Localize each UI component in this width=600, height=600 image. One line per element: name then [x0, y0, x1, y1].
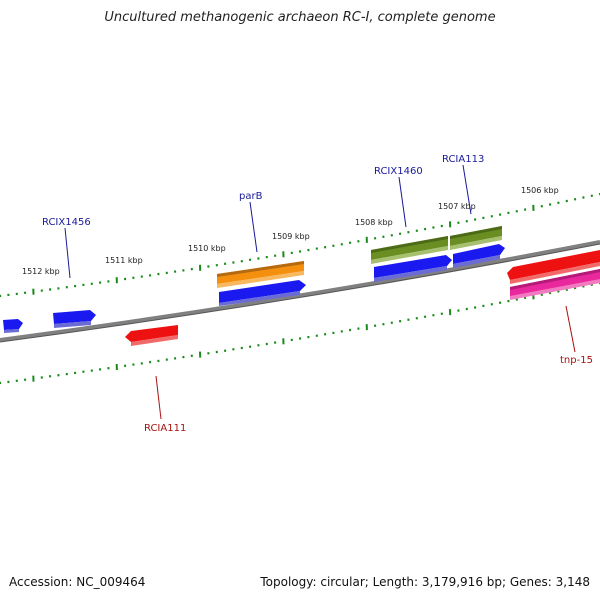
- gene-rcia113[interactable]: [450, 226, 502, 250]
- tick-label-1506: 1506 kbp: [521, 186, 559, 195]
- tick-label-1511: 1511 kbp: [105, 256, 143, 265]
- genome-backbone: [0, 240, 600, 342]
- map-title: Uncultured methanogenic archaeon RC-I, c…: [104, 10, 496, 25]
- gene-rcia111[interactable]: [125, 325, 178, 346]
- gene-label-rcix1460[interactable]: RCIX1460: [374, 166, 423, 177]
- genome-summary-label: Topology: circular; Length: 3,179,916 bp…: [260, 575, 590, 589]
- accession-label: Accession: NC_009464: [9, 575, 146, 589]
- leader-rcix1456: [64, 227, 71, 279]
- gene-label-rcia111[interactable]: RCIA111: [144, 423, 186, 434]
- outer-tick-ring: [0, 192, 600, 298]
- gene-rcix1460[interactable]: [371, 236, 448, 264]
- gene-label-tnp-15[interactable]: tnp-15: [560, 355, 593, 366]
- gene-small-blue-left[interactable]: [3, 319, 23, 333]
- leader-rcia113: [462, 164, 472, 215]
- tick-label-1508: 1508 kbp: [355, 218, 393, 227]
- leader-rcix1460: [398, 176, 407, 228]
- tick-label-1507: 1507 kbp: [438, 202, 476, 211]
- gene-tnp-15[interactable]: [510, 269, 600, 300]
- genome-backbone-shadow: [0, 243, 600, 343]
- gene-blue-under-rcix1460[interactable]: [374, 255, 452, 282]
- gene-label-rcia113[interactable]: RCIA113: [442, 154, 484, 165]
- gene-blue-under-parb[interactable]: [219, 280, 306, 306]
- tick-label-1512: 1512 kbp: [22, 267, 60, 276]
- tick-label-1509: 1509 kbp: [272, 232, 310, 241]
- gene-parb[interactable]: [217, 261, 304, 288]
- leader-tnp-15: [565, 305, 576, 353]
- leader-rcia111: [155, 375, 162, 420]
- tick-label-1510: 1510 kbp: [188, 244, 226, 253]
- gene-blue-under-rcia113[interactable]: [453, 244, 505, 268]
- gene-label-rcix1456[interactable]: RCIX1456: [42, 217, 91, 228]
- gene-rcix1456[interactable]: [53, 310, 96, 328]
- gene-red-right[interactable]: [507, 250, 600, 284]
- leader-parb: [249, 201, 258, 253]
- gene-label-parb[interactable]: parB: [239, 191, 263, 202]
